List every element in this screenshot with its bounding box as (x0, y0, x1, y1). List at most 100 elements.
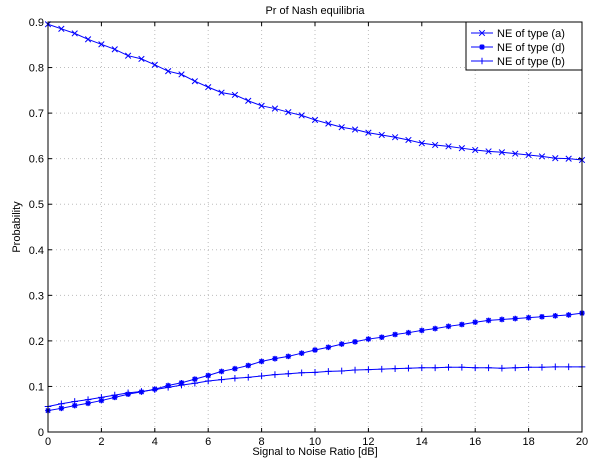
data-point (445, 364, 452, 371)
data-point (124, 389, 132, 397)
data-point (485, 317, 492, 324)
data-point (392, 331, 398, 338)
legend-marker (478, 29, 486, 37)
data-point (445, 143, 452, 150)
data-point (512, 150, 519, 157)
legend-label: NE of type (a) (497, 28, 565, 40)
legend-item: NE of type (b) (471, 56, 565, 68)
data-point (231, 91, 239, 99)
data-point (538, 364, 546, 371)
data-point (405, 329, 412, 336)
data-point (218, 368, 225, 375)
data-point (164, 384, 172, 391)
data-point (351, 126, 359, 133)
data-point (191, 78, 199, 85)
data-point (98, 394, 105, 401)
x-axis-title: Signal to Noise Ratio [dB] (252, 446, 377, 458)
x-tick-label: 2 (98, 436, 104, 448)
x-tick-label: 6 (205, 436, 211, 448)
data-point (151, 61, 158, 68)
data-point (378, 131, 385, 139)
axis-ticks: 0 2 4 6 8 10 12 14 16 18 20 0 0.1 0.2 0.3 0.4 0.5 0.6 0.7 0… (29, 17, 588, 448)
x-tick-label: 20 (576, 436, 588, 448)
data-point (525, 364, 532, 371)
data-point (552, 155, 559, 162)
y-axis-title: Probability (11, 201, 23, 253)
data-point (311, 116, 319, 124)
y-tick-label: 0.9 (29, 17, 44, 29)
y-tick-label: 0.5 (29, 199, 44, 211)
data-point (352, 339, 358, 345)
data-point (485, 148, 492, 155)
data-point (138, 388, 145, 395)
series-1 (45, 310, 585, 414)
series-0 (44, 21, 586, 164)
data-point (431, 141, 439, 149)
x-tick-label: 16 (469, 436, 481, 448)
data-point (365, 129, 372, 136)
data-point (471, 364, 479, 372)
series-2 (44, 363, 586, 410)
data-point (485, 364, 492, 372)
data-point (298, 369, 305, 377)
x-tick-label: 14 (416, 436, 428, 448)
data-point (218, 376, 225, 383)
x-tick-label: 8 (259, 436, 265, 448)
legend-marker (479, 44, 485, 50)
data-point (338, 341, 345, 347)
data-point (138, 55, 145, 63)
y-tick-label: 0.7 (29, 108, 44, 120)
data-point (512, 315, 519, 322)
data-point (178, 381, 185, 389)
y-tick-label: 0.1 (29, 381, 44, 393)
data-point (298, 350, 305, 356)
data-point (258, 102, 265, 109)
data-point (231, 374, 239, 382)
data-point (499, 316, 505, 323)
legend-marker (478, 57, 486, 65)
data-point (312, 347, 318, 353)
x-tick-label: 10 (309, 436, 321, 448)
data-point (84, 36, 92, 43)
data-point (85, 400, 91, 407)
data-point (245, 362, 252, 369)
data-point (258, 358, 265, 365)
data-point (338, 367, 345, 375)
data-point (98, 41, 105, 48)
series-layer (44, 21, 586, 414)
data-point (285, 370, 292, 377)
data-point (164, 68, 172, 75)
data-point (432, 325, 438, 332)
legend-item: NE of type (a) (471, 28, 565, 40)
data-point (445, 323, 452, 330)
data-point (391, 134, 399, 141)
legend-label: NE of type (d) (497, 42, 565, 54)
y-tick-label: 0.2 (29, 336, 44, 348)
data-point (552, 313, 559, 319)
data-point (565, 363, 572, 371)
data-point (565, 155, 572, 162)
data-point (111, 391, 119, 399)
data-point (472, 319, 478, 326)
data-point (472, 146, 479, 154)
data-point (338, 124, 345, 131)
data-point (218, 89, 225, 96)
data-point (205, 372, 211, 379)
data-point (391, 365, 399, 372)
y-tick-label: 0.3 (29, 290, 44, 302)
data-point (285, 353, 292, 360)
data-point (458, 145, 466, 152)
data-point (539, 313, 545, 320)
data-point (232, 365, 238, 372)
y-tick-label: 0.6 (29, 154, 44, 166)
data-point (498, 364, 506, 372)
data-point (459, 321, 465, 328)
data-point (378, 365, 386, 373)
data-point (204, 377, 212, 385)
data-point (205, 83, 212, 91)
data-point (272, 355, 278, 362)
data-point (124, 52, 132, 59)
chart-title: Pr of Nash equilibria (265, 5, 365, 17)
data-point (245, 97, 252, 104)
